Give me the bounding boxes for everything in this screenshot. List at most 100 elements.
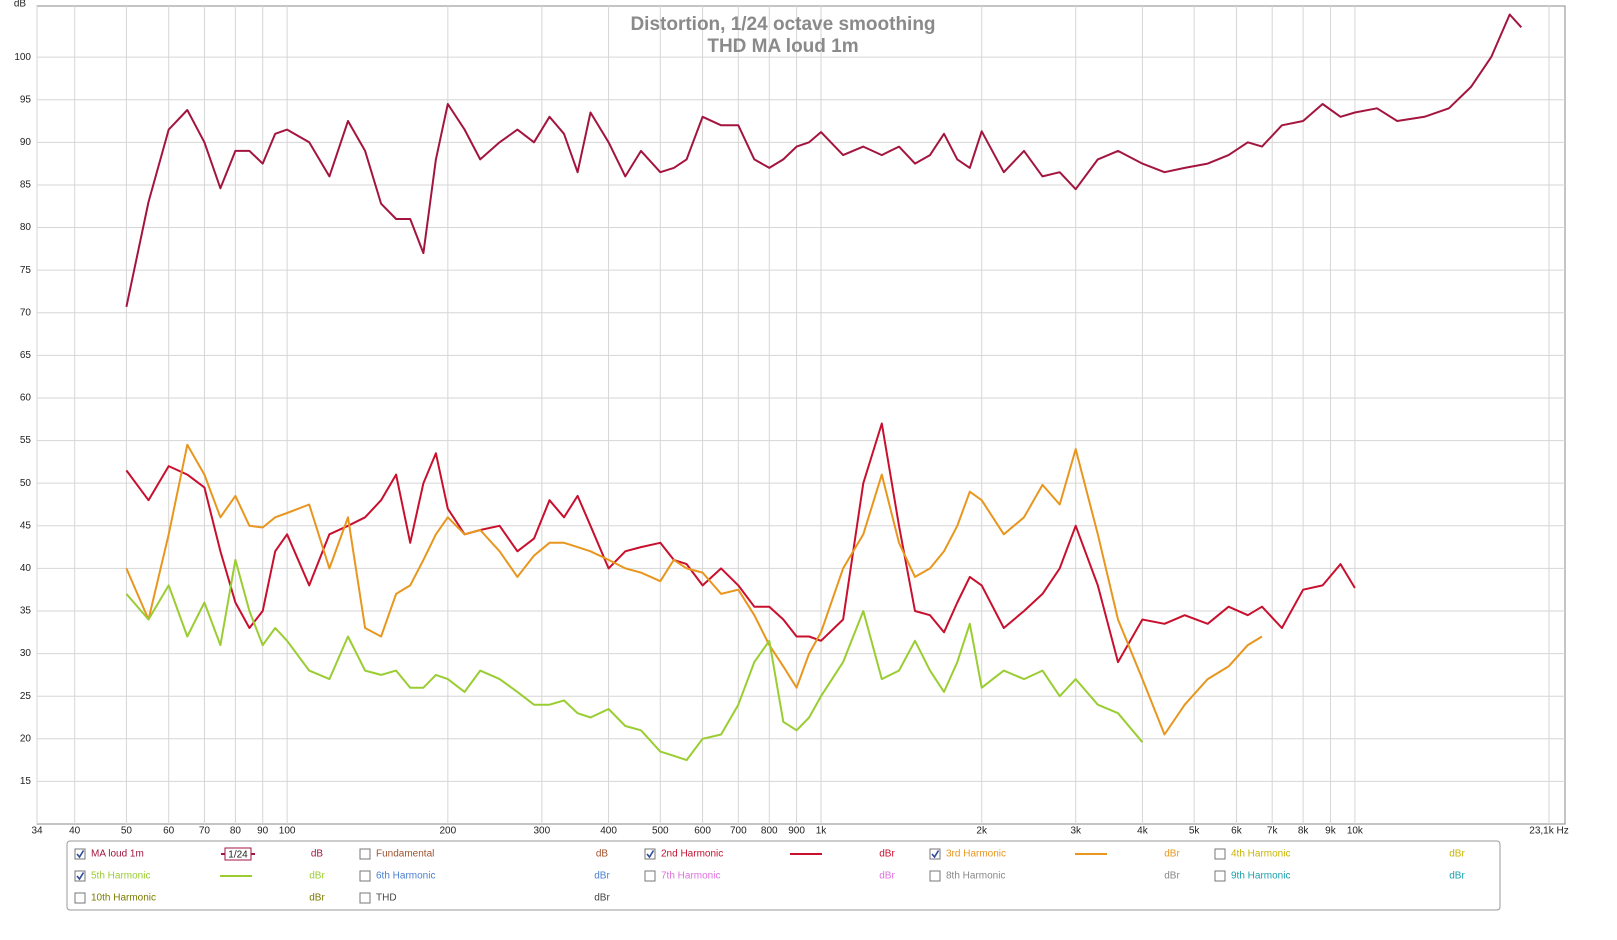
series-line xyxy=(125,558,1144,762)
y-tick-label: 65 xyxy=(20,350,32,361)
legend-checkbox[interactable] xyxy=(929,870,941,882)
y-tick-label: 55 xyxy=(20,435,32,446)
x-tick-label: 90 xyxy=(257,826,269,837)
legend-label: THD xyxy=(376,893,397,904)
legend-label: 5th Harmonic xyxy=(91,871,150,882)
y-tick-label: 40 xyxy=(20,563,32,574)
legend xyxy=(66,840,1501,911)
x-tick-label: 10k xyxy=(1347,826,1364,837)
legend-unit: dBr xyxy=(879,849,895,860)
x-tick-label: 50 xyxy=(121,826,133,837)
y-tick-label: 60 xyxy=(20,393,32,404)
x-tick-label: 6k xyxy=(1231,826,1243,837)
y-tick-label: 90 xyxy=(20,137,32,148)
legend-label: 9th Harmonic xyxy=(1231,871,1290,882)
chart-subtitle: THD MA loud 1m xyxy=(707,36,858,57)
legend-checkbox[interactable] xyxy=(644,870,656,882)
x-tick-label: 600 xyxy=(694,826,711,837)
legend-checkbox[interactable] xyxy=(74,848,86,860)
plot-frame xyxy=(36,5,1566,825)
x-tick-label: 2k xyxy=(976,826,988,837)
series-line xyxy=(125,13,1523,308)
legend-label: 7th Harmonic xyxy=(661,871,720,882)
checkmark xyxy=(76,872,85,881)
legend-label: 6th Harmonic xyxy=(376,871,435,882)
y-tick-label: 75 xyxy=(20,265,32,276)
legend-item: 3rd Harmonic dBr xyxy=(929,848,1180,860)
smoothing-label: 1/24 xyxy=(228,850,248,861)
x-tick-label: 9k xyxy=(1325,826,1337,837)
legend-label: 10th Harmonic xyxy=(91,893,156,904)
legend-label: MA loud 1m xyxy=(91,849,144,860)
legend-label: Fundamental xyxy=(376,849,434,860)
legend-unit: dBr xyxy=(309,871,325,882)
y-tick-label: 30 xyxy=(20,648,32,659)
legend-checkbox[interactable] xyxy=(359,870,371,882)
x-tick-label: 900 xyxy=(788,826,805,837)
legend-checkbox[interactable] xyxy=(1214,870,1226,882)
series-line xyxy=(125,422,1356,664)
y-tick-label: 20 xyxy=(20,733,32,744)
x-tick-label: 60 xyxy=(163,826,175,837)
y-axis-label: dB xyxy=(14,0,27,10)
x-tick-label: 5k xyxy=(1189,826,1201,837)
legend-checkbox[interactable] xyxy=(359,892,371,904)
x-tick-label: 34 xyxy=(31,826,43,837)
legend-checkbox[interactable] xyxy=(644,848,656,860)
x-tick-label: 200 xyxy=(439,826,456,837)
x-tick-label: 4k xyxy=(1137,826,1149,837)
y-tick-label: 80 xyxy=(20,222,32,233)
legend-item: Fundamental dB xyxy=(359,848,609,860)
x-tick-label: 500 xyxy=(652,826,669,837)
legend-label: 8th Harmonic xyxy=(946,871,1005,882)
legend-unit: dBr xyxy=(1164,849,1180,860)
x-tick-label: 100 xyxy=(279,826,296,837)
x-tick-label: 300 xyxy=(534,826,551,837)
x-tick-label: 23,1k Hz xyxy=(1529,826,1568,837)
legend-checkbox[interactable] xyxy=(359,848,371,860)
legend-label: 4th Harmonic xyxy=(1231,849,1290,860)
checkmark xyxy=(646,850,655,859)
chart-title: Distortion, 1/24 octave smoothing xyxy=(630,14,935,35)
x-tick-label: 40 xyxy=(69,826,81,837)
legend-checkbox[interactable] xyxy=(74,892,86,904)
x-tick-label: 400 xyxy=(600,826,617,837)
legend-item: MA loud 1m 1/24 dB xyxy=(74,847,324,861)
legend-unit: dBr xyxy=(879,871,895,882)
legend-item: 8th Harmonic dBr xyxy=(929,870,1180,882)
legend-unit: dB xyxy=(596,849,609,860)
y-tick-label: 50 xyxy=(20,478,32,489)
x-tick-label: 1k xyxy=(816,826,828,837)
legend-unit: dBr xyxy=(594,893,610,904)
y-tick-label: 35 xyxy=(20,606,32,617)
legend-unit: dBr xyxy=(1449,849,1465,860)
y-tick-label: 100 xyxy=(14,52,31,63)
legend-unit: dBr xyxy=(309,893,325,904)
legend-item: 10th Harmonic dBr xyxy=(74,892,325,904)
y-tick-label: 45 xyxy=(20,520,32,531)
legend-item: THD dBr xyxy=(359,892,610,904)
legend-checkbox[interactable] xyxy=(74,870,86,882)
x-tick-label: 8k xyxy=(1298,826,1310,837)
x-tick-label: 70 xyxy=(199,826,211,837)
x-tick-label: 800 xyxy=(761,826,778,837)
legend-item: 7th Harmonic dBr xyxy=(644,870,895,882)
legend-unit: dB xyxy=(311,849,324,860)
checkmark xyxy=(76,850,85,859)
legend-label: 2nd Harmonic xyxy=(661,849,723,860)
x-tick-label: 700 xyxy=(730,826,747,837)
legend-unit: dBr xyxy=(594,871,610,882)
y-tick-label: 85 xyxy=(20,180,32,191)
legend-unit: dBr xyxy=(1449,871,1465,882)
legend-item: 5th Harmonic dBr xyxy=(74,870,325,882)
checkmark xyxy=(931,850,940,859)
legend-item: 2nd Harmonic dBr xyxy=(644,848,895,860)
y-tick-label: 15 xyxy=(20,776,32,787)
legend-checkbox[interactable] xyxy=(929,848,941,860)
legend-checkbox[interactable] xyxy=(1214,848,1226,860)
y-tick-label: 25 xyxy=(20,691,32,702)
y-tick-label: 70 xyxy=(20,307,32,318)
legend-label: 3rd Harmonic xyxy=(946,849,1006,860)
legend-item: 6th Harmonic dBr xyxy=(359,870,610,882)
